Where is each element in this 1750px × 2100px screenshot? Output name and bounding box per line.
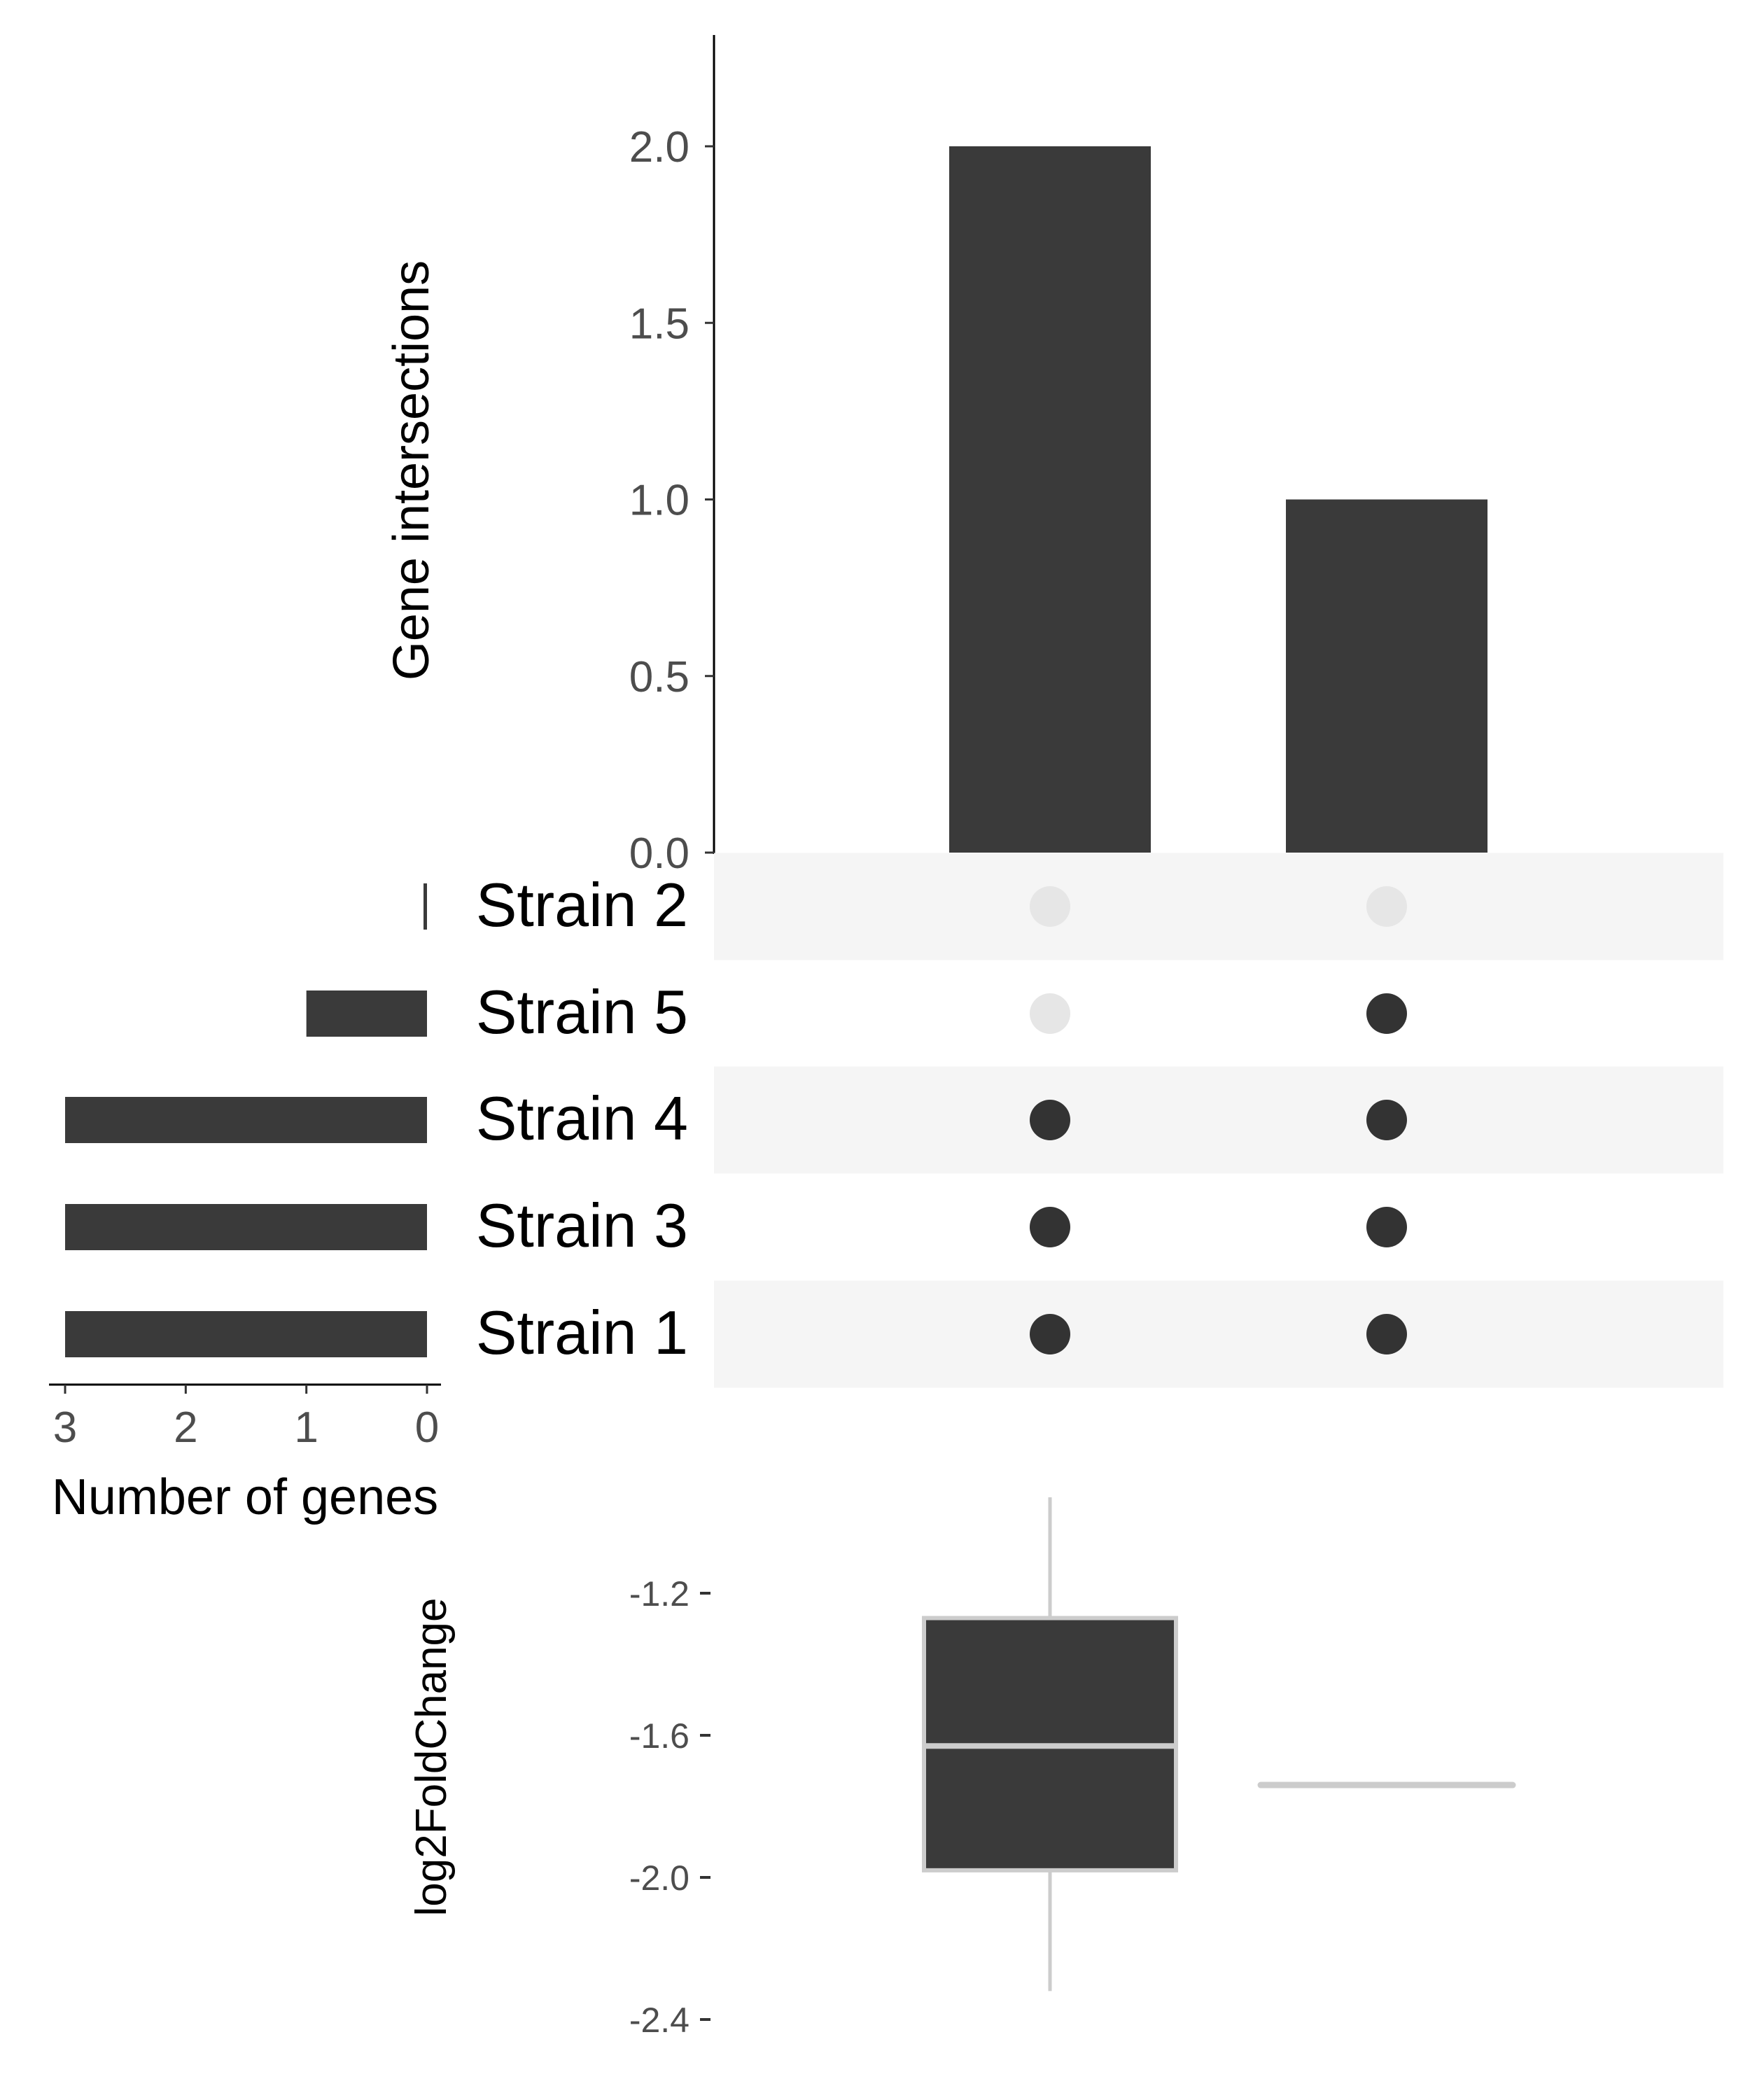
set-size-bar xyxy=(424,883,427,930)
matrix-dot-active xyxy=(1366,993,1407,1034)
matrix-dot-active xyxy=(1366,1100,1407,1140)
matrix-dot-active xyxy=(1366,1207,1407,1247)
boxplot-y-tick-label: -2.0 xyxy=(629,1858,690,1898)
matrix-dot-inactive xyxy=(1030,886,1070,927)
set-size-x-axis-title: Number of genes xyxy=(52,1469,438,1525)
intersection-bar xyxy=(1286,499,1488,853)
boxplot-y-ticks: -1.2 -1.6 -2.0 -2.4 xyxy=(629,1574,710,2040)
intersection-y-tick-label: 1.5 xyxy=(629,300,690,348)
matrix-row-stripes xyxy=(714,853,1723,1388)
set-label: Strain 3 xyxy=(476,1191,688,1260)
matrix-dot-inactive xyxy=(1030,993,1070,1034)
boxplot-y-axis-title: log2FoldChange xyxy=(407,1597,456,1916)
intersection-y-tick-label: 0.5 xyxy=(629,653,690,701)
set-size-x-tick-label: 1 xyxy=(294,1404,318,1452)
matrix-stripe xyxy=(714,853,1723,960)
set-size-panel: 3 2 1 0 Number of genes xyxy=(49,883,441,1525)
matrix-stripe xyxy=(714,1066,1723,1174)
set-size-bars xyxy=(65,883,427,1357)
boxplot-y-tick-label: -1.6 xyxy=(629,1716,690,1756)
matrix-stripe xyxy=(714,1280,1723,1388)
set-size-bar xyxy=(65,1097,427,1143)
set-label: Strain 4 xyxy=(476,1084,688,1153)
boxplot-y-tick-label: -1.2 xyxy=(629,1574,690,1614)
matrix-dots xyxy=(1030,886,1407,1354)
boxplot-boxes xyxy=(922,1497,1516,1991)
set-size-bar xyxy=(65,1204,427,1250)
matrix-dot-active xyxy=(1030,1207,1070,1247)
set-size-x-ticks: 3 2 1 0 xyxy=(53,1385,439,1452)
set-size-x-tick-label: 0 xyxy=(415,1404,439,1452)
set-size-bar xyxy=(306,990,427,1037)
set-labels: Strain 2 Strain 5 Strain 4 Strain 3 Strain 1 xyxy=(476,870,688,1367)
intersection-y-tick-label: 0.0 xyxy=(629,830,690,878)
intersection-y-ticks: 0.0 0.5 1.0 1.5 2.0 xyxy=(629,123,714,878)
intersection-y-axis-title: Gene intersections xyxy=(384,260,440,680)
set-size-bar xyxy=(65,1311,427,1357)
matrix-dot-inactive xyxy=(1366,886,1407,927)
set-size-x-tick-label: 3 xyxy=(53,1404,77,1452)
boxplot-panel: -1.2 -1.6 -2.0 -2.4 log2FoldChange xyxy=(407,1497,1516,2040)
set-label: Strain 5 xyxy=(476,977,688,1046)
intersection-matrix: Strain 2 Strain 5 Strain 4 Strain 3 Strain 1 xyxy=(476,853,1723,1388)
intersection-bars xyxy=(949,146,1488,853)
boxplot-y-tick-label: -2.4 xyxy=(629,2001,690,2040)
matrix-dot-active xyxy=(1366,1314,1407,1354)
set-label: Strain 1 xyxy=(476,1298,688,1367)
intersection-y-tick-label: 1.0 xyxy=(629,477,690,525)
matrix-dot-active xyxy=(1030,1100,1070,1140)
intersection-y-tick-label: 2.0 xyxy=(629,123,690,172)
matrix-dot-active xyxy=(1030,1314,1070,1354)
intersection-bar xyxy=(949,146,1151,853)
intersection-bar-panel: 0.0 0.5 1.0 1.5 2.0 Gene intersections xyxy=(384,35,1488,878)
set-size-x-tick-label: 2 xyxy=(174,1404,197,1452)
set-label: Strain 2 xyxy=(476,870,688,939)
